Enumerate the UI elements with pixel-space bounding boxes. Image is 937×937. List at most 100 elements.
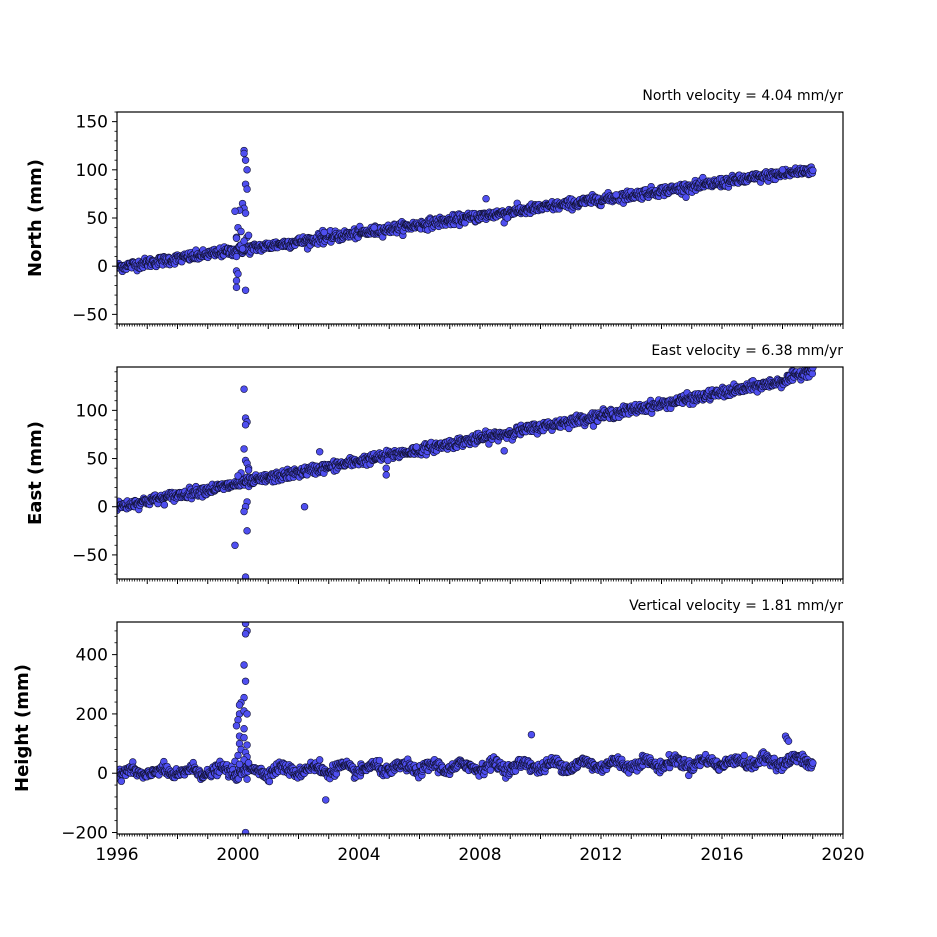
y-tick-label: 0 [97, 764, 108, 784]
outlier-point [382, 464, 390, 472]
outlier-point [370, 223, 378, 232]
y-tick-label: 0 [97, 257, 108, 277]
outlier-point [240, 733, 248, 742]
y-tick-label: −50 [72, 305, 108, 325]
outlier-point [240, 385, 248, 393]
y-tick-label: 100 [76, 161, 108, 181]
y-tick-label: −200 [61, 824, 108, 844]
y-tick-label: 150 [76, 113, 108, 133]
outlier-point [482, 195, 490, 203]
outlier-point [232, 252, 241, 261]
outlier-point [612, 191, 620, 199]
outlier-point [240, 507, 248, 516]
axes-frame [116, 621, 844, 835]
data-point [809, 166, 817, 175]
outlier-point [241, 630, 250, 638]
outlier-point [382, 471, 390, 479]
outlier-point [241, 156, 250, 164]
y-tick-label: 50 [86, 450, 108, 470]
data-point [589, 422, 598, 430]
outlier-point [244, 466, 253, 474]
outlier-point [243, 775, 251, 783]
data-point [375, 756, 384, 765]
x-tick-label: 2004 [337, 845, 380, 865]
outlier-point [384, 456, 392, 465]
data-point [160, 501, 169, 509]
x-tick-label: 1996 [95, 845, 138, 865]
outlier-point [234, 270, 242, 278]
y-axis-label: Height (mm) [12, 664, 33, 792]
data-point [265, 777, 274, 786]
x-tick-label: 2020 [821, 845, 864, 865]
outlier-point [232, 276, 241, 285]
outlier-point [241, 421, 250, 429]
y-axis-label: East (mm) [25, 421, 46, 525]
x-tick-label: 2016 [700, 845, 743, 865]
data-points [117, 622, 817, 834]
outlier-point [243, 710, 251, 718]
outlier-point [232, 234, 241, 242]
outlier-point [241, 622, 250, 628]
outlier-point [232, 283, 241, 292]
outlier-point [503, 214, 511, 222]
outlier-point [243, 185, 251, 193]
outlier-point [240, 445, 248, 453]
data-point [809, 367, 817, 372]
data-points [117, 146, 817, 294]
outlier-point [778, 166, 787, 174]
outlier-point [241, 286, 250, 294]
y-tick-label: 0 [97, 498, 108, 518]
outlier-point [527, 730, 536, 739]
axes-frame [116, 366, 844, 580]
east-panel: −50 0 50 100 East velocity = 6.38 mm/yr East … [25, 343, 844, 584]
outlier-point [322, 796, 330, 804]
outlier-point [231, 207, 239, 215]
outlier-point [235, 760, 244, 769]
outlier-point [784, 737, 793, 745]
x-tick-label: 2012 [579, 845, 622, 865]
outlier-point [241, 573, 250, 579]
north-panel: −50 0 50 100 150 North velocity = 4.04 mm/yr N… [25, 88, 844, 329]
y-tick-label: 50 [86, 209, 108, 229]
data-point [740, 751, 748, 760]
outlier-point [412, 443, 421, 451]
y-tick-label: −50 [72, 546, 108, 566]
y-tick-label: 200 [76, 705, 108, 725]
data-points [117, 367, 817, 579]
y-tick-label: 100 [76, 401, 108, 421]
outlier-point [240, 237, 248, 245]
outlier-point [244, 231, 253, 240]
velocity-title: East velocity = 6.38 mm/yr [651, 343, 843, 359]
x-tick-label: 2008 [458, 845, 501, 865]
outlier-point [300, 503, 309, 511]
outlier-point [235, 701, 244, 709]
data-point [117, 777, 126, 785]
x-tick-label: 2000 [216, 845, 259, 865]
outlier-point [241, 677, 250, 685]
outlier-point [500, 447, 508, 455]
outlier-point [315, 448, 324, 456]
data-point [809, 759, 817, 767]
outlier-point [238, 245, 247, 253]
outlier-point [243, 166, 251, 174]
outlier-point [320, 228, 328, 237]
outlier-point [240, 149, 248, 158]
outlier-point [237, 227, 245, 236]
outlier-point [234, 472, 242, 480]
outlier-point [244, 759, 253, 767]
data-point [682, 193, 690, 201]
outlier-point [240, 725, 248, 733]
velocity-title: Vertical velocity = 1.81 mm/yr [629, 598, 843, 614]
outlier-point [232, 722, 241, 730]
velocity-title: North velocity = 4.04 mm/yr [642, 88, 843, 104]
outlier-point [240, 661, 248, 669]
outlier-point [241, 209, 250, 217]
outlier-point [243, 741, 251, 749]
outlier-point [231, 541, 239, 549]
y-tick-label: 400 [76, 646, 108, 666]
height-panel: −200 0 200 400 1996 2000 2004 2008 2012 2016 2020 V… [12, 598, 865, 865]
outlier-point [315, 756, 324, 764]
outlier-point [243, 527, 251, 535]
y-axis-label: North (mm) [25, 159, 46, 277]
